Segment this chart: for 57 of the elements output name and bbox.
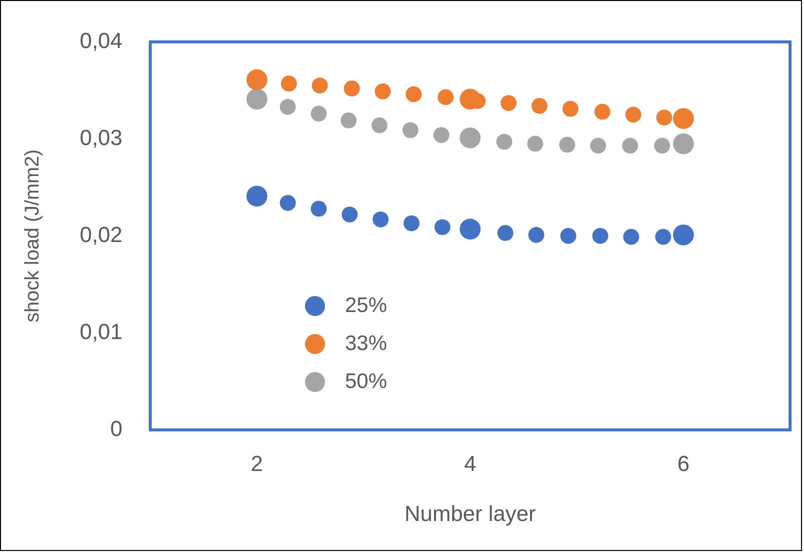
y-tick-label: 0,03 — [80, 124, 122, 150]
point — [622, 138, 638, 154]
point — [654, 138, 670, 154]
y-tick-label: 0,04 — [80, 28, 122, 53]
point — [592, 228, 608, 244]
y-tick-label: 0 — [110, 416, 122, 441]
point — [310, 200, 327, 217]
point — [344, 80, 360, 96]
y-axis-title: shock load (J/mm2) — [21, 149, 44, 322]
point — [672, 133, 694, 154]
x-axis-title: Number layer — [404, 501, 536, 526]
point — [433, 127, 450, 143]
point — [497, 225, 514, 241]
point — [672, 108, 694, 129]
point — [528, 226, 544, 243]
point — [594, 104, 610, 120]
point — [562, 100, 578, 117]
point — [340, 112, 357, 128]
point — [246, 88, 268, 110]
x-tick-label: 6 — [677, 450, 690, 476]
legend-label: 50% — [345, 370, 388, 394]
point — [342, 206, 358, 222]
legend-label: 25% — [345, 294, 388, 318]
point — [500, 95, 516, 111]
point — [406, 86, 422, 102]
point — [460, 218, 481, 240]
point — [532, 98, 548, 114]
point — [246, 186, 268, 207]
point — [559, 136, 576, 153]
point — [655, 228, 672, 245]
legend-label: 33% — [345, 332, 388, 356]
point — [280, 76, 297, 92]
point — [280, 194, 296, 211]
point — [527, 136, 544, 152]
point — [625, 106, 642, 123]
x-tick-label: 4 — [464, 450, 476, 476]
point — [590, 138, 606, 154]
point — [374, 83, 391, 100]
point — [672, 224, 694, 246]
point — [404, 215, 420, 232]
point — [372, 117, 388, 134]
point — [372, 211, 389, 228]
y-tick-label: 0,02 — [80, 222, 122, 247]
point — [312, 78, 328, 94]
point — [402, 122, 418, 138]
point — [560, 228, 576, 244]
point — [496, 134, 512, 150]
point — [434, 219, 450, 236]
point — [656, 110, 672, 126]
y-tick-label: 0,01 — [80, 318, 122, 344]
point — [280, 98, 296, 115]
point — [246, 69, 268, 90]
point — [438, 89, 454, 106]
point — [623, 228, 640, 245]
x-tick-label: 2 — [250, 450, 263, 476]
point — [310, 106, 327, 122]
point — [460, 128, 481, 148]
